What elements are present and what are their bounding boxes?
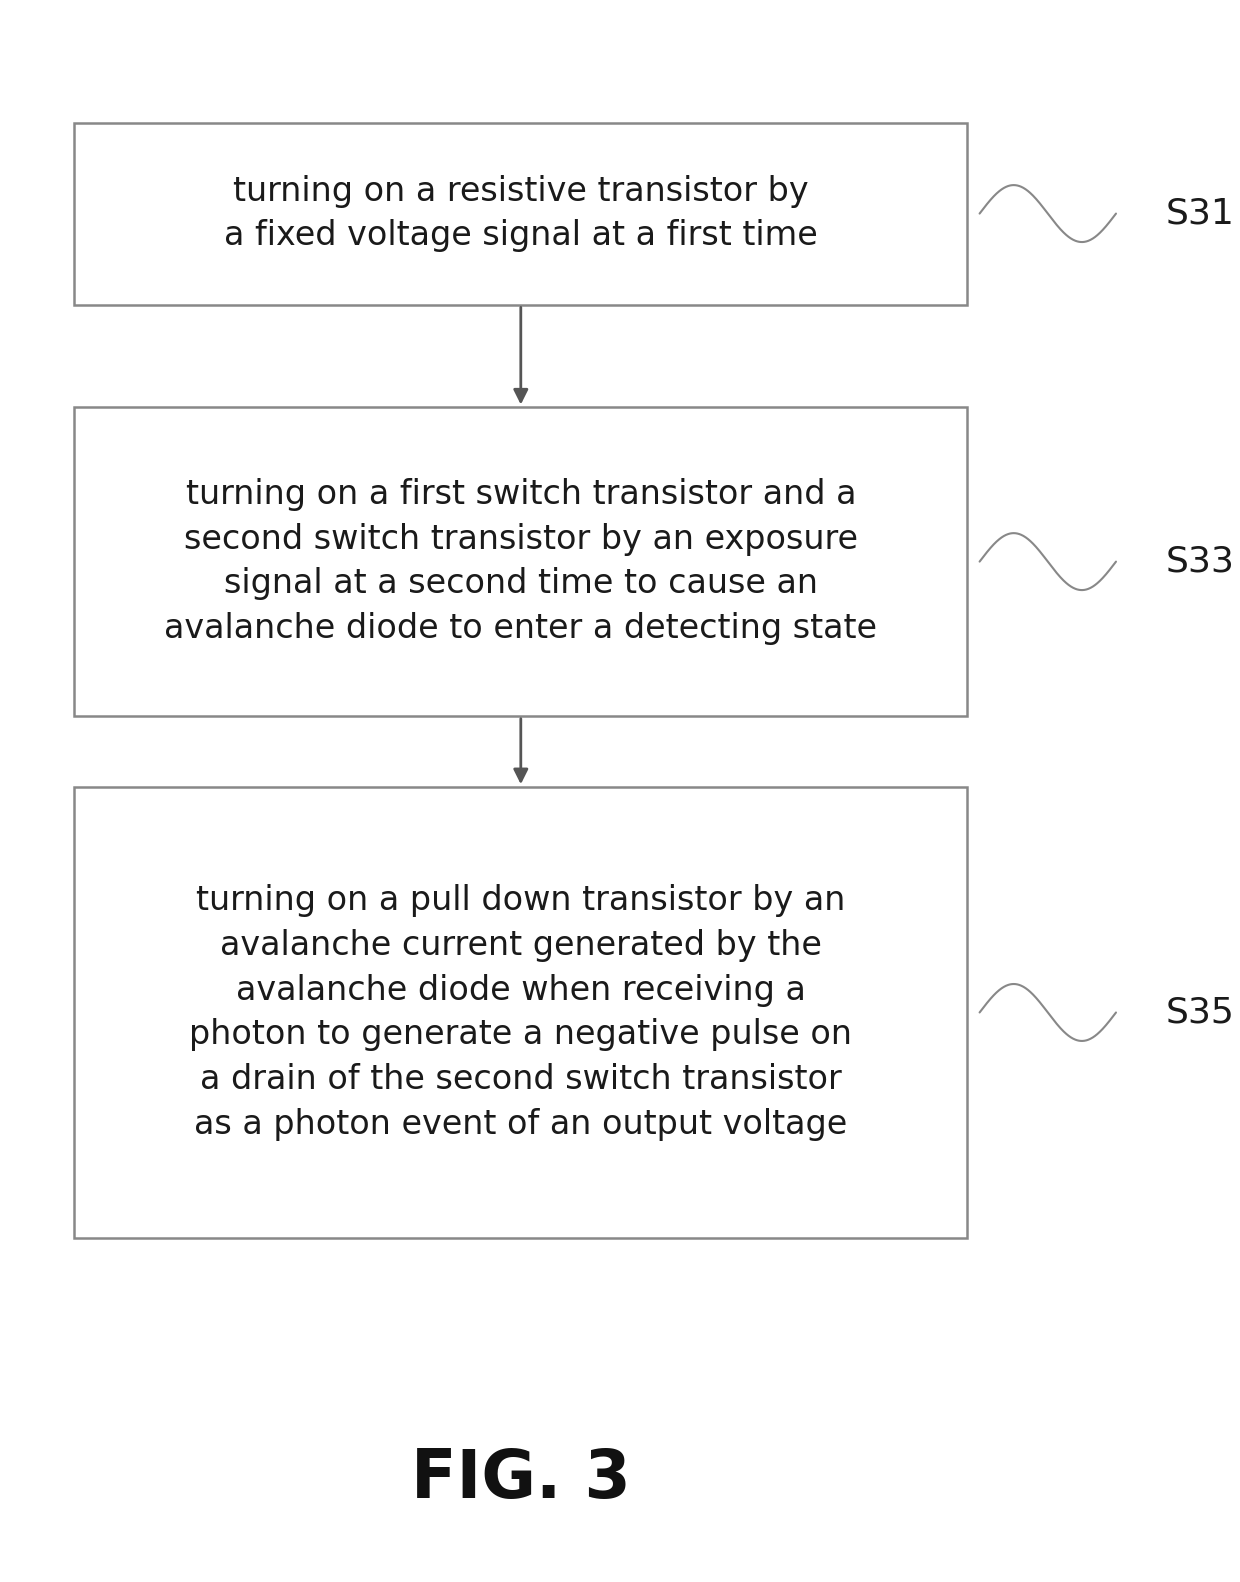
Text: S35: S35	[1166, 995, 1235, 1030]
FancyBboxPatch shape	[74, 788, 967, 1237]
Text: turning on a resistive transistor by
a fixed voltage signal at a first time: turning on a resistive transistor by a f…	[224, 174, 817, 253]
Text: S31: S31	[1166, 196, 1235, 231]
FancyBboxPatch shape	[74, 407, 967, 715]
FancyBboxPatch shape	[74, 122, 967, 304]
Text: S33: S33	[1166, 544, 1235, 579]
Text: FIG. 3: FIG. 3	[410, 1446, 631, 1512]
Text: turning on a pull down transistor by an
avalanche current generated by the
avala: turning on a pull down transistor by an …	[190, 884, 852, 1141]
Text: turning on a first switch transistor and a
second switch transistor by an exposu: turning on a first switch transistor and…	[164, 478, 878, 645]
